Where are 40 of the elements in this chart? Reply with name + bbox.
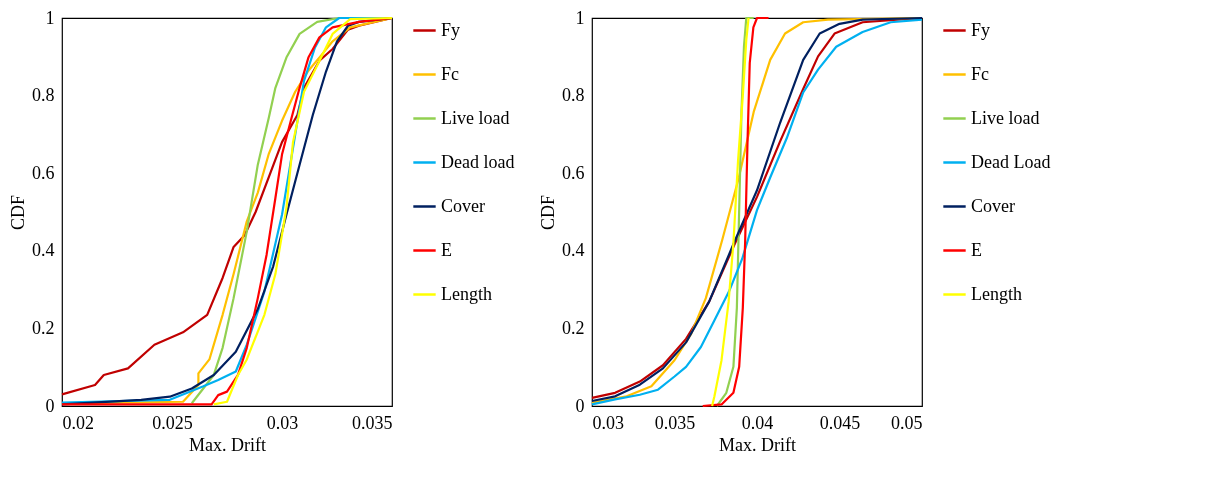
x-tick-label: 0.02 (62, 412, 94, 433)
x-tick-label: 0.045 (819, 412, 861, 433)
y-tick-label: 1 (45, 7, 55, 28)
legend-label: Cover (441, 195, 485, 216)
y-tick-label: 0.8 (32, 85, 55, 106)
x-tick-label: 0.04 (741, 412, 774, 433)
line-series (701, 16, 770, 408)
legend-label: Dead load (441, 151, 515, 172)
x-tick-label: 0.03 (266, 412, 299, 433)
x-tick-label: 0.025 (152, 412, 193, 433)
y-tick-label: 0.6 (562, 162, 585, 183)
legend-label: E (441, 239, 452, 260)
legend-label: Fc (441, 63, 460, 84)
legend-label: Fy (971, 19, 991, 40)
y-tick-label: 0.4 (32, 240, 55, 261)
y-tick-label: 0.2 (562, 317, 585, 338)
y-tick-label: 0.6 (32, 162, 55, 183)
x-tick-label: 0.03 (592, 412, 624, 433)
legend-label: Length (441, 283, 492, 304)
legend-label: Length (971, 283, 1022, 304)
y-tick-label: 1 (575, 7, 585, 28)
y-axis-title: CDF (8, 194, 28, 231)
legend-label: Cover (971, 195, 1015, 216)
x-tick-label: 0.035 (352, 412, 393, 433)
y-tick-label: 0.2 (32, 317, 55, 338)
legend-label: E (971, 239, 982, 260)
y-tick-label: 0 (575, 395, 585, 416)
y-tick-label: 0 (45, 395, 55, 416)
legend-label: Fc (971, 63, 990, 84)
legend-label: Live load (971, 107, 1040, 128)
x-tick-label: 0.05 (891, 412, 923, 433)
x-tick-label: 0.035 (654, 412, 696, 433)
legend-label: Live load (441, 107, 510, 128)
x-axis-title: Max. Drift (189, 434, 266, 455)
y-tick-label: 0.4 (562, 240, 585, 261)
legend-label: Dead Load (971, 151, 1051, 172)
x-axis-title: Max. Drift (719, 434, 796, 455)
legend-label: Fy (441, 19, 461, 40)
y-axis-title: CDF (538, 194, 558, 231)
y-tick-label: 0.8 (562, 85, 585, 106)
